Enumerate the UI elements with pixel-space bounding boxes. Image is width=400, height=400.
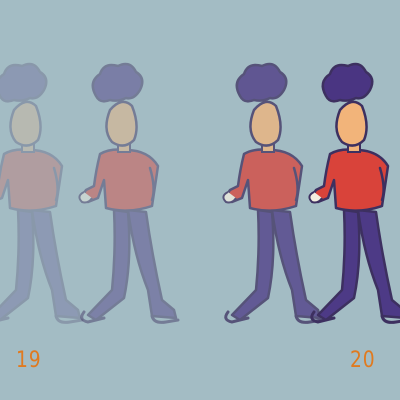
frame-number-19: 19 [16,348,42,373]
frame-number-20: 20 [350,348,376,373]
